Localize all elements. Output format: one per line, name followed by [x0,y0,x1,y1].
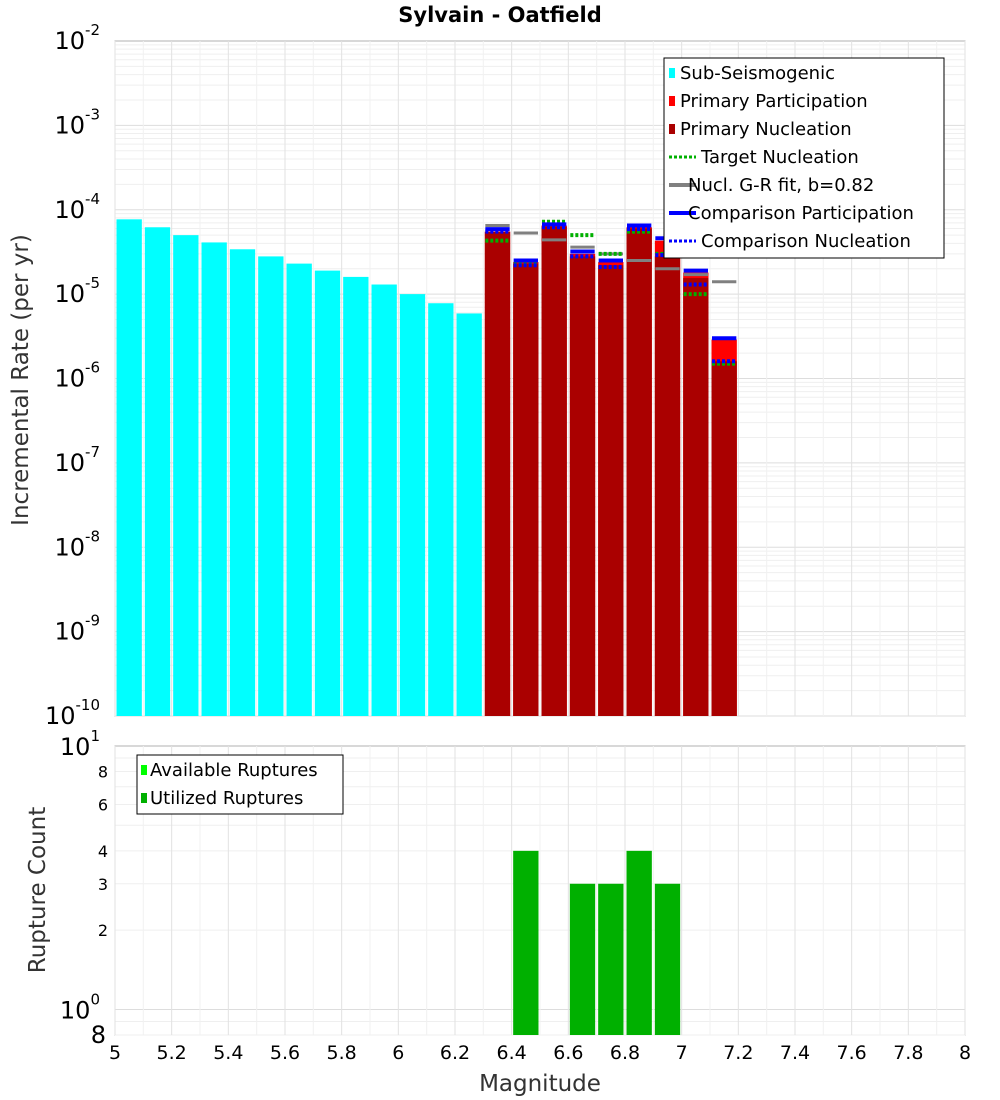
x-tick-label: 7.4 [780,1042,810,1064]
x-tick-label: 7 [676,1042,688,1064]
sub-seismogenic-bar [201,242,227,716]
legend-swatch [669,96,675,106]
primary-nucleation-bar [711,361,737,716]
y-tick-label: 2 [98,921,108,940]
y-tick-label: 100 [60,990,100,1024]
x-tick-label: 7.2 [723,1042,753,1064]
legend-swatch [141,765,147,775]
sub-seismogenic-bar [371,284,397,716]
primary-nucleation-bar [598,265,624,716]
x-tick-label: 5.4 [213,1042,243,1064]
sub-seismogenic-bar [286,263,312,716]
top-y-tick-labels: 10-10 10-9 10-8 10-7 10-6 10-5 10-4 10-3 10-2 [45,21,100,730]
incremental-rate-panel: 10-10 10-9 10-8 10-7 10-6 10-5 10-4 10-3 10-2 In… [8,21,966,730]
y-tick-label: 10-9 [54,612,100,646]
x-tick-label: 6.6 [553,1042,583,1064]
sub-seismogenic-bar [343,276,369,716]
sub-seismogenic-bar [229,249,256,716]
x-tick-labels: 5 5.2 5.4 5.6 5.8 6 6.2 6.4 6.6 6.8 7 7.2 7.4 7.6 7.8 8 [109,1042,971,1064]
bottom-legend: Available Ruptures Utilized Ruptures [136,754,344,815]
legend-box [663,57,945,259]
x-tick-label: 5 [109,1042,121,1064]
utilized-rupture-bar [626,850,652,1035]
top-bars [116,219,737,717]
y-tick-label: 101 [60,727,100,761]
y-tick-label: 10-8 [54,527,100,561]
x-tick-label: 5.8 [327,1042,357,1064]
utilized-rupture-bar [654,883,681,1035]
top-legend: Sub-Seismogenic Primary Participation Prim… [663,57,945,259]
bottom-y-axis-label: Rupture Count [25,807,51,973]
x-tick-label: 8 [959,1042,971,1064]
primary-nucleation-bar [484,231,511,716]
chart-title: Sylvain - Oatfield [398,3,601,27]
y-tick-label: 6 [98,795,108,814]
sub-seismogenic-bar [258,256,284,716]
primary-nucleation-bar [683,278,709,716]
y-tick-label: 10-7 [54,443,100,477]
top-y-axis-label: Incremental Rate (per yr) [8,234,34,526]
x-tick-label: 6.2 [440,1042,470,1064]
y-tick-label: 10-5 [54,274,100,308]
bottom-gridlines [114,746,966,1036]
y-tick-label: 10-4 [54,190,100,224]
y-tick-label: 4 [98,842,108,861]
x-tick-label: 6.4 [497,1042,527,1064]
primary-nucleation-bar [541,226,567,716]
x-tick-label: 6 [392,1042,404,1064]
legend-label: Primary Nucleation [680,119,852,140]
utilized-rupture-bar [598,883,624,1035]
y-tick-label: 10-3 [54,105,100,139]
sub-seismogenic-bar [399,294,426,716]
sub-seismogenic-bar [144,227,171,716]
sub-seismogenic-bar [173,235,199,716]
y-tick-label: 10-10 [45,696,100,730]
legend-label: Utilized Ruptures [150,788,303,809]
legend-label: Sub-Seismogenic [680,63,835,84]
sub-seismogenic-bar [314,270,341,716]
x-tick-label: 5.6 [270,1042,300,1064]
primary-nucleation-bar [626,228,652,716]
y-tick-label: 10-6 [54,359,100,393]
sub-seismogenic-bar [116,219,142,717]
x-axis-label: Magnitude [479,1071,601,1097]
utilized-rupture-bar [513,850,539,1035]
primary-nucleation-bar [654,256,681,716]
y-tick-label: 8 [91,1021,106,1049]
y-tick-label: 10-2 [54,21,100,55]
y-tick-label: 8 [98,763,108,782]
legend-box [136,754,344,815]
x-tick-label: 7.8 [893,1042,923,1064]
legend-swatch [141,793,147,803]
legend-label: Primary Participation [680,91,868,112]
legend-label: Available Ruptures [150,760,318,781]
legend-swatch [669,68,675,78]
y-tick-label: 3 [98,875,108,894]
primary-nucleation-bar [513,263,539,716]
legend-swatch [669,124,675,134]
utilized-rupture-bar [569,883,596,1035]
legend-label: Nucl. G-R fit, b=0.82 [688,175,874,196]
sub-seismogenic-bar [428,303,454,716]
x-tick-label: 5.2 [157,1042,187,1064]
legend-label: Comparison Participation [688,203,914,224]
bottom-bars [513,850,681,1035]
legend-label: Comparison Nucleation [701,231,911,252]
x-tick-label: 6.8 [610,1042,640,1064]
x-tick-label: 7.6 [837,1042,867,1064]
sub-seismogenic-bar [456,313,482,716]
primary-nucleation-bar [569,256,596,716]
legend-label: Target Nucleation [700,147,859,168]
